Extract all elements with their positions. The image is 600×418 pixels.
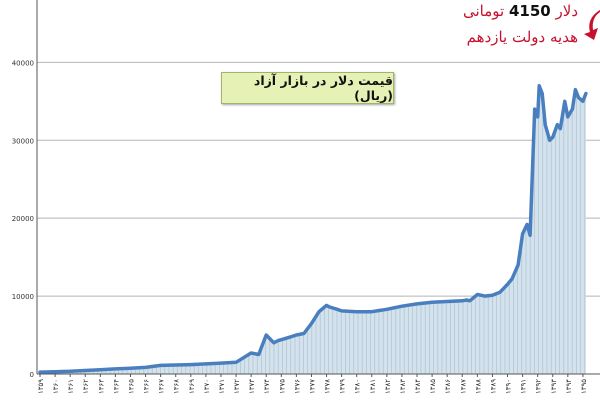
x-tick-label: ۱۳۷۲ — [233, 379, 241, 394]
x-tick-label: ۱۳۸۰ — [354, 379, 362, 394]
x-tick-label: ۱۳۹۵ — [580, 379, 588, 394]
x-tick-label: ۱۳۶۶ — [143, 379, 151, 394]
x-tick-label: ۱۳۷۷ — [308, 379, 316, 394]
x-tick-label: ۱۳۵۹ — [37, 379, 45, 394]
y-tick-label: 0 — [30, 371, 34, 379]
annotation-suffix: تومانی — [462, 2, 505, 20]
chart-title: قیمت دلار در بازار آزاد (ریال) — [221, 72, 394, 104]
x-tick-label: ۱۳۹۳ — [550, 379, 558, 394]
x-tick-label: ۱۳۸۶ — [444, 379, 452, 394]
annotation-prefix: دلار — [555, 2, 578, 20]
x-tick-label: ۱۳۶۱ — [67, 379, 75, 394]
x-tick-label: ۱۳۷۳ — [248, 379, 256, 394]
x-tick-label: ۱۳۷۵ — [278, 379, 286, 394]
x-tick-label: ۱۳۷۹ — [339, 379, 347, 394]
x-tick-label: ۱۳۹۲ — [535, 379, 543, 394]
x-tick-label: ۱۳۶۴ — [112, 379, 120, 394]
x-tick-label: ۱۳۹۰ — [505, 379, 513, 394]
x-tick-label: ۱۳۸۹ — [489, 379, 497, 394]
x-tick-label: ۱۳۶۰ — [52, 379, 60, 394]
x-tick-label: ۱۳۹۱ — [520, 379, 528, 394]
y-tick-label: 20000 — [12, 215, 34, 223]
x-tick-label: ۱۳۷۰ — [203, 379, 211, 394]
area-hatch-lines — [42, 92, 586, 374]
annotation-number: 4150 — [508, 2, 551, 20]
x-axis-ticks: ۱۳۵۹ ۱۳۶۰ ۱۳۶۱ ۱۳۶۲ ۱۳۶۳ ۱۳۶۴ ۱۳۶۵ ۱۳۶۶ ۱۳۶۷ ۱۳۶۸… — [37, 374, 588, 394]
x-tick-label: ۱۳۸۱ — [369, 379, 377, 394]
x-tick-label: ۱۳۸۵ — [429, 379, 437, 394]
y-tick-label: 30000 — [12, 137, 34, 145]
x-tick-label: ۱۳۹۴ — [565, 379, 573, 394]
x-tick-label: ۱۳۷۱ — [218, 379, 226, 394]
x-tick-label: ۱۳۶۳ — [97, 379, 105, 394]
x-tick-label: ۱۳۶۲ — [82, 379, 90, 394]
x-tick-label: ۱۳۸۴ — [414, 379, 422, 394]
x-tick-label: ۱۳۶۹ — [188, 379, 196, 394]
y-axis-ticks: 0 10000 20000 30000 40000 — [12, 59, 34, 379]
price-line — [38, 83, 588, 374]
x-tick-label: ۱۳۷۴ — [263, 379, 271, 394]
price-area-fill — [40, 85, 586, 374]
red-arrow-icon — [584, 10, 600, 40]
y-tick-label: 10000 — [12, 293, 34, 301]
annotation-line-2: هدیه دولت یازدهم — [466, 28, 578, 46]
x-tick-label: ۱۳۶۸ — [173, 379, 181, 394]
x-tick-label: ۱۳۸۳ — [399, 379, 407, 394]
x-tick-label: ۱۳۸۷ — [459, 379, 467, 394]
x-tick-label: ۱۳۷۸ — [324, 379, 332, 394]
x-tick-label: ۱۳۶۷ — [158, 379, 166, 394]
x-tick-label: ۱۳۷۶ — [293, 379, 301, 394]
x-tick-label: ۱۳۶۵ — [127, 379, 135, 394]
x-tick-label: ۱۳۸۸ — [474, 379, 482, 394]
x-tick-label: ۱۳۸۲ — [384, 379, 392, 394]
y-tick-label: 40000 — [12, 59, 34, 67]
annotation-line-1: دلار 4150 تومانی — [463, 2, 578, 20]
